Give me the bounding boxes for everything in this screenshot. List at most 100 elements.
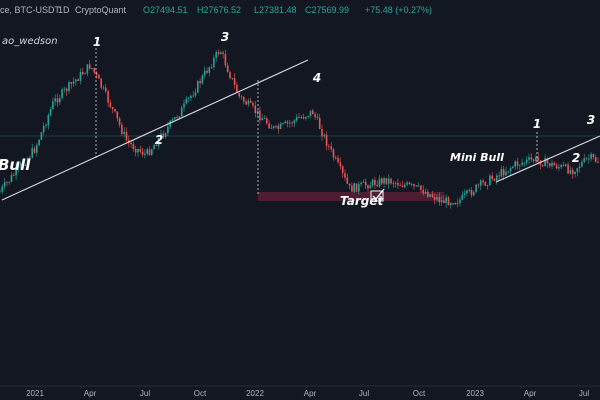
x-axis: 2021 Apr Jul Oct 2022 Apr Jul Oct 2023 Apr Jul (26, 389, 589, 398)
candle-body (233, 78, 236, 85)
candle-body (470, 189, 473, 196)
candle-body (3, 182, 6, 187)
candle-body (176, 117, 178, 118)
candle-body (551, 162, 553, 167)
candle-body (245, 101, 247, 105)
candle-body (263, 118, 266, 120)
candle-body (307, 115, 309, 117)
candle-body (335, 157, 337, 159)
candle-body (544, 158, 546, 167)
candle-body (236, 84, 238, 94)
candle-body (26, 158, 29, 165)
candle-body (79, 71, 82, 81)
candle-body (576, 168, 579, 172)
candle-body (371, 179, 374, 186)
candle-body (406, 182, 408, 185)
candle-body (360, 182, 362, 185)
candle-body (95, 72, 98, 75)
target-zone (258, 192, 444, 201)
candle-body (180, 107, 183, 117)
x-tick-label: 2021 (26, 389, 44, 398)
candle-body (70, 82, 73, 84)
candle-body (571, 169, 574, 174)
candle-body (410, 184, 413, 185)
candle-body (33, 148, 36, 153)
candle-body (272, 126, 275, 128)
check-icon (372, 188, 385, 201)
candle-body (199, 81, 201, 84)
trendline-main (1, 59, 309, 201)
candle-body (392, 183, 395, 185)
candle-body (367, 185, 369, 189)
candle-body (578, 166, 581, 169)
candle-body (385, 178, 388, 184)
candle-body (139, 149, 142, 152)
candle-body (581, 162, 583, 167)
candle-body (420, 185, 422, 190)
candle-body (532, 159, 535, 161)
candle-body (542, 165, 544, 167)
candle-body (509, 168, 512, 172)
candle-body (61, 89, 63, 99)
candle-body (164, 133, 167, 137)
candle-body (381, 178, 383, 184)
candle-body (109, 102, 112, 108)
candle-body (270, 127, 273, 129)
x-tick-label: Oct (194, 389, 207, 398)
candle-body (383, 178, 385, 184)
candle-body (473, 192, 475, 196)
candle-body (31, 148, 33, 158)
symbol-label: ce, BTC-USDT (0, 5, 61, 15)
candle-body (40, 132, 43, 140)
candle-body (293, 120, 296, 124)
candle-body (144, 153, 146, 155)
candle-body (445, 197, 447, 204)
interval-label[interactable]: 1D (58, 5, 70, 15)
candle-body (328, 145, 330, 147)
candle-body (1, 186, 4, 192)
candle-body (302, 117, 305, 119)
candle-body (535, 157, 537, 161)
x-tick-label: 2023 (466, 389, 484, 398)
candle-body (68, 82, 70, 92)
candle-body (24, 164, 27, 166)
candle-body (187, 98, 190, 99)
candle-body (417, 185, 420, 187)
candle-body (528, 157, 530, 160)
candle-body (240, 96, 243, 98)
candle-body (114, 108, 116, 112)
candle-body (10, 175, 13, 182)
candle-body (323, 134, 326, 137)
candle-body (291, 122, 293, 124)
trendline-mini (495, 135, 600, 183)
candle-body (390, 178, 392, 184)
candle-body (6, 182, 8, 184)
candle-body (502, 169, 505, 176)
candle-body (548, 163, 551, 167)
candle-body (346, 177, 349, 184)
candle-body (210, 67, 213, 68)
candle-body (500, 169, 503, 177)
annotation-wave: 2 (155, 133, 163, 147)
candle-body (521, 162, 523, 165)
candle-body (351, 185, 353, 192)
x-tick-label: Apr (524, 389, 537, 398)
candle-body (93, 67, 96, 73)
candle-body (56, 98, 59, 103)
candle-body (459, 199, 461, 204)
candle-body (243, 97, 245, 102)
candle-body (231, 78, 234, 79)
candle-body (309, 110, 312, 116)
candle-body (537, 157, 539, 161)
annotation-text: Bull (0, 156, 31, 174)
candle-body (341, 166, 344, 174)
x-tick-label: 2022 (246, 389, 264, 398)
candle-body (86, 64, 89, 74)
candle-body (157, 137, 160, 146)
candle-body (105, 87, 107, 92)
candle-body (332, 149, 335, 158)
candle-body (519, 164, 521, 166)
candle-body (399, 185, 401, 187)
candle-body (493, 178, 496, 181)
